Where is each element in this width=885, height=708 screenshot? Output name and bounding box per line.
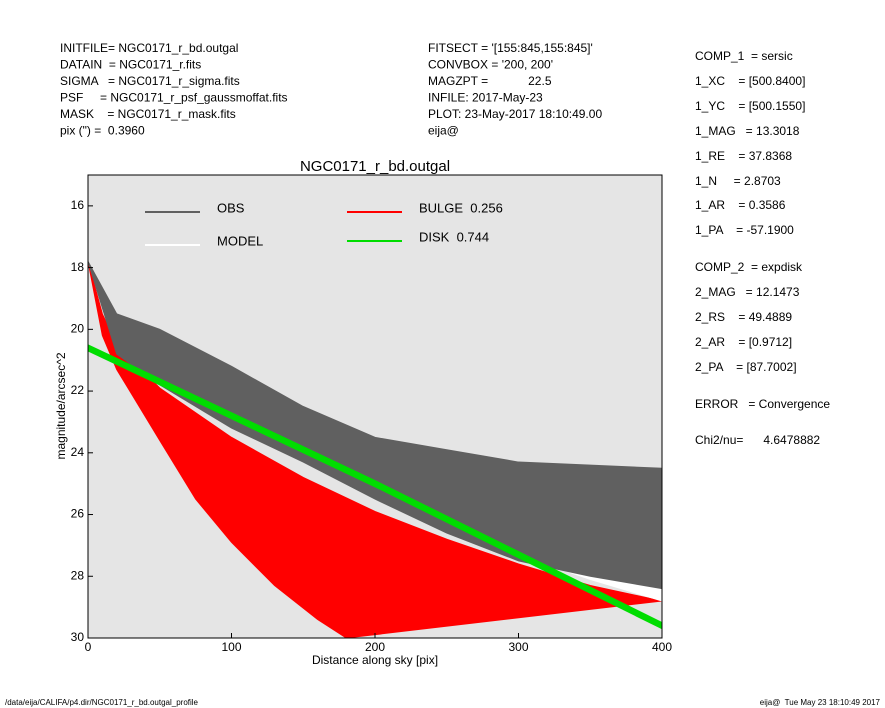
fit-parameter: ERROR = Convergence (695, 397, 830, 411)
header-left-line: DATAIN = NGC0171_r.fits (60, 58, 201, 72)
fit-parameter: Chi2/nu= 4.6478882 (695, 433, 820, 447)
fit-parameter: 1_XC = [500.8400] (695, 74, 805, 88)
y-tick-label: 28 (71, 568, 85, 582)
profile-band (88, 261, 662, 590)
y-tick-label: 16 (71, 198, 85, 212)
footer-right: eija@ Tue May 23 18:10:49 2017 (760, 698, 881, 707)
fit-parameter: 2_PA = [87.7002] (695, 360, 797, 374)
x-tick-label: 400 (652, 640, 672, 654)
header-left-line: PSF = NGC0171_r_psf_gaussmoffat.fits (60, 91, 288, 105)
fit-parameter: 2_MAG = 12.1473 (695, 285, 800, 299)
y-tick-label: 24 (71, 445, 85, 459)
header-middle-line: CONVBOX = '200, 200' (428, 58, 553, 72)
fit-parameter: COMP_2 = expdisk (695, 260, 803, 274)
y-tick-label: 30 (71, 630, 85, 644)
footer-left: /data/eija/CALIFA/p4.dir/NGC0171_r_bd.ou… (5, 698, 199, 707)
header-left-line: SIGMA = NGC0171_r_sigma.fits (60, 74, 240, 88)
x-tick-label: 200 (365, 640, 385, 654)
x-tick-label: 300 (508, 640, 528, 654)
plot-frame (87, 174, 663, 639)
y-tick-label: 26 (71, 507, 85, 521)
header-middle-line: eija@ (428, 124, 459, 138)
header-middle-line: MAGZPT = 22.5 (428, 74, 552, 88)
legend-label: BULGE 0.256 (419, 200, 503, 215)
bands (88, 261, 662, 638)
header-left-line: pix (") = 0.3960 (60, 124, 145, 138)
y-tick-label: 18 (71, 260, 85, 274)
fit-parameter: 1_RE = 37.8368 (695, 149, 792, 163)
y-tick-label: 20 (71, 322, 85, 336)
fit-parameter: 2_AR = [0.9712] (695, 335, 792, 349)
y-axis-label: magnitude/arcsec^2 (54, 352, 68, 459)
x-tick-label: 100 (221, 640, 241, 654)
fit-parameter: 1_AR = 0.3586 (695, 198, 786, 212)
header-middle-line: INFILE: 2017-May-23 (428, 91, 543, 105)
fit-parameter: 1_N = 2.8703 (695, 174, 781, 188)
fit-parameter: COMP_1 = sersic (695, 49, 793, 63)
fit-parameter: 1_YC = [500.1550] (695, 99, 805, 113)
legend-label: OBS (217, 200, 245, 215)
fit-parameter: 1_MAG = 13.3018 (695, 124, 800, 138)
fit-parameter: 2_RS = 49.4889 (695, 310, 792, 324)
header-left-line: INITFILE= NGC0171_r_bd.outgal (60, 41, 238, 55)
header-middle-line: FITSECT = '[155:845,155:845]' (428, 41, 593, 55)
chart-title: NGC0171_r_bd.outgal (300, 158, 450, 175)
legend-label: DISK 0.744 (419, 229, 489, 244)
header-middle-line: PLOT: 23-May-2017 18:10:49.00 (428, 107, 602, 121)
x-tick-label: 0 (85, 640, 92, 654)
profile-band (88, 344, 662, 630)
y-tick-label: 22 (71, 383, 85, 397)
legend-label: MODEL (217, 233, 263, 248)
fit-parameter: 1_PA = -57.1900 (695, 223, 794, 237)
x-axis-label: Distance along sky [pix] (312, 653, 438, 667)
header-left-line: MASK = NGC0171_r_mask.fits (60, 107, 236, 121)
